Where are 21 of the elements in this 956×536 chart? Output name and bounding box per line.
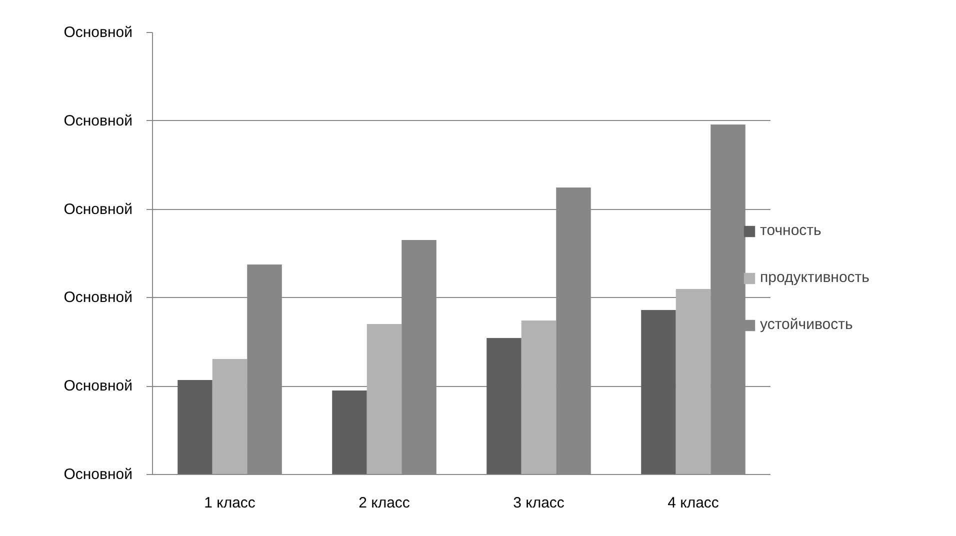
bar [641,310,676,474]
text: Основной [64,200,133,218]
x-tick-label: 2 класс [358,494,410,512]
bar [366,324,402,474]
legend-label: устойчивость [760,316,853,333]
bar [212,359,248,474]
text: Основной [64,378,133,395]
x-tick-label: 4 класс [668,494,720,512]
text: Основной [64,289,133,306]
bar [486,338,522,474]
bar [521,320,556,474]
legend-label: точность [760,222,822,239]
x-tick-label: 3 класс [513,494,565,512]
bar [332,390,367,474]
bar [676,289,711,474]
text: Основной [64,466,133,483]
text: Основной [64,112,133,130]
bar [178,380,212,474]
text: Основной [64,24,133,41]
x-tick-label: 1 класс [204,494,256,512]
legend-label: продуктивность [760,269,870,286]
